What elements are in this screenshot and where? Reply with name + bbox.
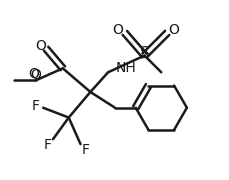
Text: O: O: [28, 67, 38, 81]
Text: F: F: [81, 143, 89, 157]
Text: O: O: [30, 68, 41, 82]
Text: O: O: [35, 39, 46, 53]
Text: NH: NH: [115, 61, 136, 75]
Text: S: S: [139, 46, 149, 61]
Text: O: O: [168, 23, 179, 37]
Text: F: F: [31, 99, 39, 113]
Text: F: F: [44, 138, 52, 152]
Text: O: O: [112, 23, 123, 37]
